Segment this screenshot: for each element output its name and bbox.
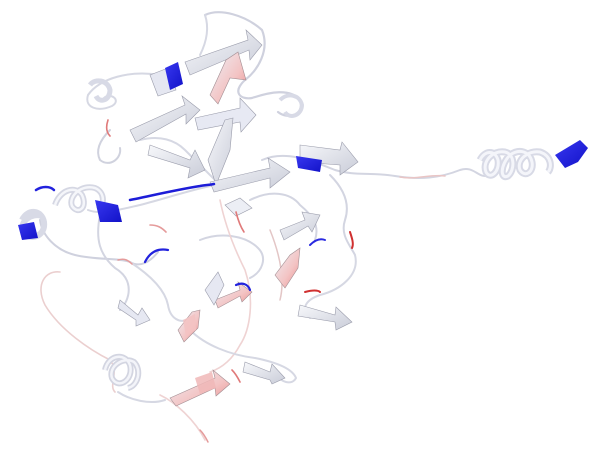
beta-strand-arrow <box>242 361 286 385</box>
beta-strand-arrow <box>224 197 253 217</box>
coil-highlight <box>34 185 56 192</box>
coil-highlight <box>117 258 133 265</box>
coil-segment <box>269 229 283 301</box>
coil-segment <box>159 394 206 441</box>
coil-highlight <box>128 182 216 202</box>
residue-highlights <box>34 62 354 443</box>
beta-strand-arrow <box>207 117 234 186</box>
beta-strand-arrow <box>204 271 225 306</box>
coil-segment <box>86 72 161 110</box>
beta-strand-arrow <box>129 95 201 143</box>
alpha-helix <box>555 140 588 168</box>
beta-strand-arrow <box>147 144 206 179</box>
coil-segment <box>97 129 122 164</box>
alpha-helix <box>95 200 122 222</box>
beta-strand-arrow <box>117 299 151 327</box>
alpha-helix <box>87 78 113 103</box>
coil-segment <box>209 199 252 373</box>
coil-highlight <box>231 369 241 383</box>
beta-strand-arrow <box>209 51 247 105</box>
beta-strand-arrow <box>209 157 291 193</box>
beta-strand-arrow <box>297 304 353 331</box>
coil-highlight <box>234 282 252 292</box>
coil-segments <box>39 11 491 441</box>
coil-highlight <box>349 231 354 249</box>
alpha-helix <box>18 222 38 240</box>
beta-strand-arrow <box>184 29 263 76</box>
coil-segment <box>249 192 318 241</box>
coil-highlight <box>309 238 326 246</box>
coil-segment <box>399 174 446 179</box>
coil-highlight <box>304 289 321 293</box>
coil-highlight <box>235 211 245 233</box>
coil-segment <box>129 261 191 322</box>
alpha-helix <box>103 355 140 390</box>
coil-highlight <box>143 248 170 264</box>
beta-strand-arrow <box>194 97 257 133</box>
coil-segment <box>139 137 216 181</box>
strand-highlight <box>296 156 322 172</box>
coil-segment <box>199 234 265 279</box>
coil-segment <box>261 154 491 179</box>
coil-segment <box>189 329 297 384</box>
alpha-helices <box>18 78 588 391</box>
alpha-helix <box>278 93 305 118</box>
coil-segment <box>199 14 209 56</box>
beta-strand-arrow <box>214 281 253 309</box>
strand-highlight <box>165 62 183 90</box>
strand-highlight <box>183 314 196 336</box>
coil-highlight <box>105 119 111 137</box>
beta-strands <box>117 29 359 407</box>
coil-segment <box>40 271 116 393</box>
coil-segment <box>329 174 356 256</box>
coil-highlight <box>199 429 209 443</box>
coil-highlight <box>149 224 167 233</box>
strand-highlight <box>195 372 216 394</box>
alpha-helix <box>53 185 105 212</box>
alpha-helix <box>478 150 552 179</box>
coil-segment <box>97 214 130 311</box>
beta-strand-arrow <box>279 211 321 241</box>
beta-strand-arrow <box>274 247 301 289</box>
coil-segment <box>117 391 166 403</box>
